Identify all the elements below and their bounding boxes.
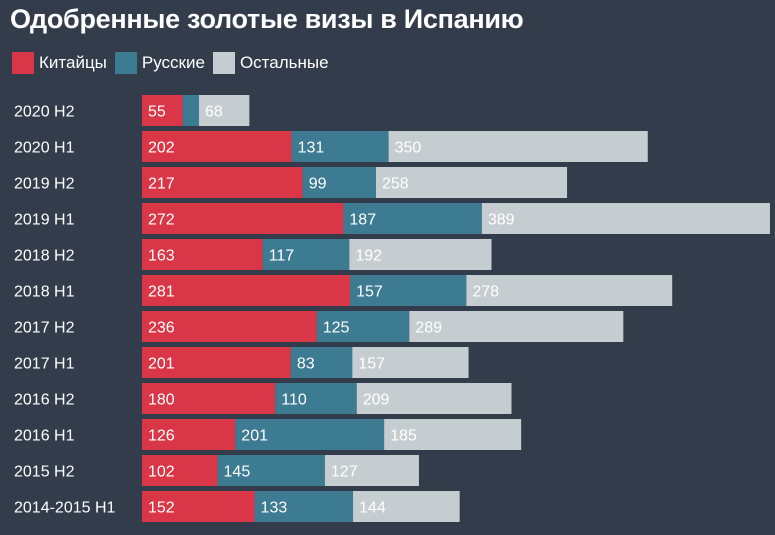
legend-label-chinese: Китайцы (39, 53, 107, 72)
bar-others-2019-h1 (481, 203, 770, 234)
data-label-chinese-2016-h1: 126 (148, 428, 175, 445)
bar-others-2016-h2 (356, 383, 512, 414)
legend-item-russian: Русские (114, 52, 211, 74)
bar-russian-2015-h2 (217, 455, 325, 486)
bar-others-2016-h1 (384, 419, 522, 450)
data-label-others-2017-h1: 157 (358, 356, 385, 373)
bar-chinese-2017-h1 (142, 347, 291, 378)
category-label-2020-h2: 2020 H2 (14, 104, 75, 121)
bar-chinese-2018-h1 (142, 275, 351, 306)
category-label-2017-h2: 2017 H2 (14, 320, 75, 337)
data-label-russian-2020-h1: 131 (298, 140, 325, 157)
data-label-russian-2019-h1: 187 (349, 212, 376, 229)
category-label-2016-h1: 2016 H1 (14, 428, 75, 445)
data-label-russian-2015-h2: 145 (224, 464, 251, 481)
data-label-russian-2016-h1: 201 (241, 428, 268, 445)
data-label-others-2016-h2: 209 (363, 392, 390, 409)
data-label-others-2014-2015-h1: 144 (359, 500, 386, 517)
data-label-others-2020-h1: 350 (395, 140, 422, 157)
data-label-others-2016-h1: 185 (390, 428, 417, 445)
data-label-russian-2017-h2: 125 (323, 320, 350, 337)
bar-chinese-2020-h2 (142, 95, 183, 126)
bar-russian-2017-h2 (316, 311, 410, 342)
legend-swatch-others (212, 52, 235, 74)
legend-item-others: Остальные (212, 52, 335, 74)
bar-russian-2016-h2 (275, 383, 357, 414)
bar-others-2018-h1 (466, 275, 673, 306)
category-label-2017-h1: 2017 H1 (14, 356, 75, 373)
bar-chinese-2014-2015-h1 (142, 491, 255, 522)
data-label-chinese-2016-h2: 180 (148, 392, 175, 409)
bar-russian-2016-h1 (235, 419, 385, 450)
category-label-2014-2015-h1: 2014-2015 H1 (14, 500, 116, 517)
bar-others-2014-2015-h1 (353, 491, 460, 522)
bar-chinese-2016-h2 (142, 383, 276, 414)
data-label-chinese-2020-h1: 202 (148, 140, 175, 157)
legend-label-others: Остальные (239, 53, 329, 72)
data-label-chinese-2017-h2: 236 (148, 320, 175, 337)
bar-russian-2014-2015-h1 (254, 491, 354, 522)
category-label-2020-h1: 2020 H1 (14, 140, 75, 157)
category-label-2018-h1: 2018 H1 (14, 284, 75, 301)
data-label-russian-2019-h2: 99 (309, 176, 327, 193)
data-label-chinese-2019-h2: 217 (148, 176, 175, 193)
data-label-russian-2017-h1: 83 (297, 356, 315, 373)
bar-others-2018-h2 (349, 239, 492, 270)
bar-chinese-2020-h1 (142, 131, 292, 162)
data-label-russian-2018-h2: 117 (269, 248, 295, 265)
data-label-russian-2014-2015-h1: 133 (261, 500, 288, 517)
category-label-2015-h2: 2015 H2 (14, 464, 75, 481)
bar-russian-2020-h1 (291, 131, 389, 162)
bar-russian-2019-h1 (343, 203, 482, 234)
data-label-chinese-2018-h2: 163 (148, 248, 175, 265)
data-label-others-2018-h1: 278 (472, 284, 499, 301)
legend-swatch-chinese (12, 52, 34, 74)
bar-russian-2017-h1 (290, 347, 353, 378)
bar-others-2019-h2 (375, 167, 568, 198)
bar-chinese-2016-h1 (142, 419, 236, 450)
bar-others-2017-h2 (409, 311, 624, 342)
category-label-2019-h2: 2019 H2 (14, 176, 75, 193)
data-label-russian-2018-h1: 157 (356, 284, 383, 301)
bar-others-2020-h2 (199, 95, 250, 126)
data-label-chinese-2015-h2: 102 (148, 464, 175, 481)
bar-chinese-2019-h1 (142, 203, 344, 234)
legend-item-chinese: Китайцы (12, 52, 113, 74)
bar-russian-2018-h1 (350, 275, 467, 306)
bar-russian-2020-h2 (182, 95, 200, 126)
bar-chinese-2019-h2 (142, 167, 303, 198)
data-label-others-2020-h2: 68 (205, 104, 223, 121)
chart-title: Одобренные золотые визы в Испанию (10, 4, 524, 34)
data-label-chinese-2014-2015-h1: 152 (148, 500, 175, 517)
legend: Китайцы Русские Остальные (12, 52, 337, 74)
category-label-2019-h1: 2019 H1 (14, 212, 75, 229)
legend-label-russian: Русские (141, 53, 205, 72)
data-label-others-2015-h2: 127 (331, 464, 358, 481)
category-label-2018-h2: 2018 H2 (14, 248, 75, 265)
bar-chinese-2015-h2 (142, 455, 218, 486)
data-label-others-2019-h1: 389 (488, 212, 515, 229)
data-label-russian-2016-h2: 110 (281, 392, 307, 409)
legend-swatch-russian (114, 52, 137, 74)
category-label-2016-h2: 2016 H2 (14, 392, 75, 409)
data-label-others-2018-h2: 192 (355, 248, 382, 265)
data-label-chinese-2019-h1: 272 (148, 212, 175, 229)
bar-russian-2019-h2 (302, 167, 376, 198)
data-label-others-2017-h2: 289 (415, 320, 442, 337)
data-label-chinese-2020-h2: 55 (148, 104, 166, 121)
bar-chinese-2018-h2 (142, 239, 263, 270)
bar-others-2017-h1 (352, 347, 469, 378)
bar-chinese-2017-h2 (142, 311, 317, 342)
bar-russian-2018-h2 (262, 239, 350, 270)
data-label-others-2019-h2: 258 (382, 176, 409, 193)
bar-others-2020-h1 (388, 131, 648, 162)
data-label-chinese-2018-h1: 281 (148, 284, 175, 301)
bar-others-2015-h2 (324, 455, 419, 486)
data-label-chinese-2017-h1: 201 (148, 356, 175, 373)
